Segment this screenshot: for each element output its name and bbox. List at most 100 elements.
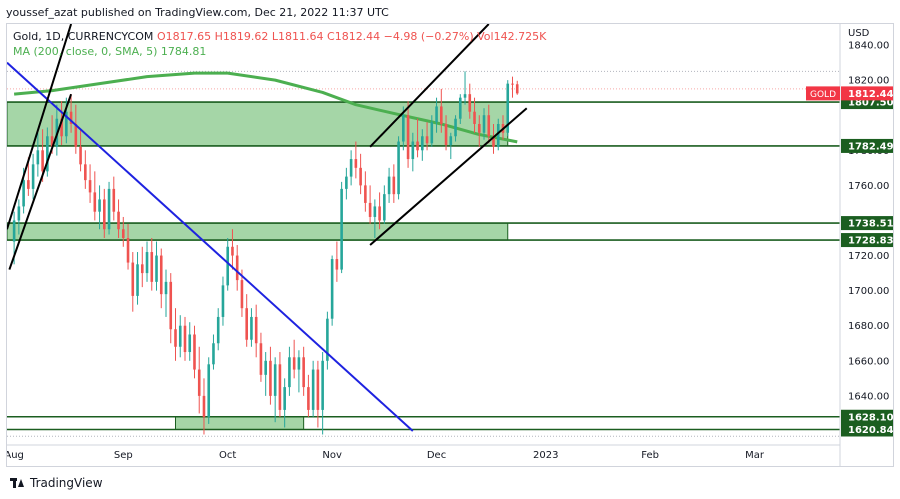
candle [188,322,192,361]
level-label-text: 1728.83 [848,236,893,247]
candle-body [406,115,410,160]
candle [321,352,324,435]
candle-body [349,159,353,177]
candle-body [250,316,253,340]
candle-body [387,176,391,195]
level-label: 1782.49 [841,138,894,153]
candle [226,238,230,291]
candle [93,171,97,221]
candle [17,199,21,235]
candle [212,334,215,370]
candle [444,115,448,151]
candle-body [416,141,419,151]
candle-body [36,150,40,165]
candle-body [302,357,305,388]
candle [506,80,510,137]
candle [425,122,429,151]
symbol-tag-text: GOLD [810,90,836,100]
candle [477,115,481,147]
candle [231,229,234,270]
candle [364,171,367,212]
candle [193,325,196,379]
candle [155,241,158,291]
level-label: 1738.51 [841,216,894,231]
candle-body [240,280,244,309]
candle [259,332,263,382]
price-tick-label: 1700.00 [848,286,889,297]
candle-body [383,194,386,221]
candle-body [345,176,348,189]
candle-body [27,180,30,189]
time-tick-label: Nov [322,450,342,461]
candle-body [473,111,476,124]
time-tick-label: 2023 [533,450,558,461]
candle [515,80,519,95]
candle [416,118,419,158]
candle-body [50,136,54,147]
candle-body [12,220,16,242]
price-chart[interactable]: USD1840.001820.001780.001760.001720.0017… [4,23,894,466]
candle-body [506,83,510,133]
candle [406,101,410,168]
candle-body [60,118,63,137]
chart-frame: USD1840.001820.001780.001760.001720.0017… [4,23,894,467]
candle-body [477,123,481,133]
candle-body [421,136,424,151]
candle-body [335,259,339,270]
candle [254,304,258,358]
price-tick-label: 1760.00 [848,181,889,192]
candle-body [511,83,514,85]
candle-body [330,259,334,319]
candle-body [492,136,495,147]
candle-body [292,357,296,370]
candle [373,199,377,239]
price-tick-label: 1640.00 [848,391,889,402]
level-label-box [841,216,893,231]
candle [354,141,358,179]
candle-body [311,369,315,410]
candle [311,360,315,417]
candle [454,115,457,142]
price-tick-label: 1840.00 [848,41,889,52]
footer-brand: TradingView [30,476,103,490]
candle-body [397,141,400,195]
candle-body [435,106,438,123]
candle [112,176,116,221]
candle [46,127,49,177]
candle [511,76,514,98]
candle-body [150,252,154,282]
candle [269,346,272,405]
candle [140,246,144,288]
candle-body [107,188,111,230]
candle [159,248,163,309]
legend-ma: MA (200, close, 0, SMA, 5) 1784.81 [13,45,206,58]
aug-line-inner [8,93,73,270]
candle [278,352,282,417]
candle-body [121,229,125,239]
candle [482,108,486,140]
candle-body [231,246,234,256]
candle-body [307,387,310,410]
candle-body [449,136,453,146]
candle [164,269,168,317]
level-label-text: 1807.50 [848,98,893,109]
footer: TradingView [10,476,103,490]
candle-body [297,357,301,370]
candle [335,241,339,282]
level-label-text: 1628.10 [848,412,893,423]
candle-body [496,123,500,147]
candle-body [458,97,462,119]
candle-body [31,164,35,189]
candle-body [216,316,220,344]
publisher-line: youssef_azat published on TradingView.co… [6,6,389,19]
candle-body [354,159,358,168]
candle-body [326,318,329,361]
candle [103,188,106,239]
candle [411,132,415,172]
level-label-box [841,422,893,437]
candle-body [273,364,277,396]
candle-body [482,115,486,133]
candle-body [164,281,168,295]
candle-body [131,262,135,296]
candle-body [103,199,106,230]
